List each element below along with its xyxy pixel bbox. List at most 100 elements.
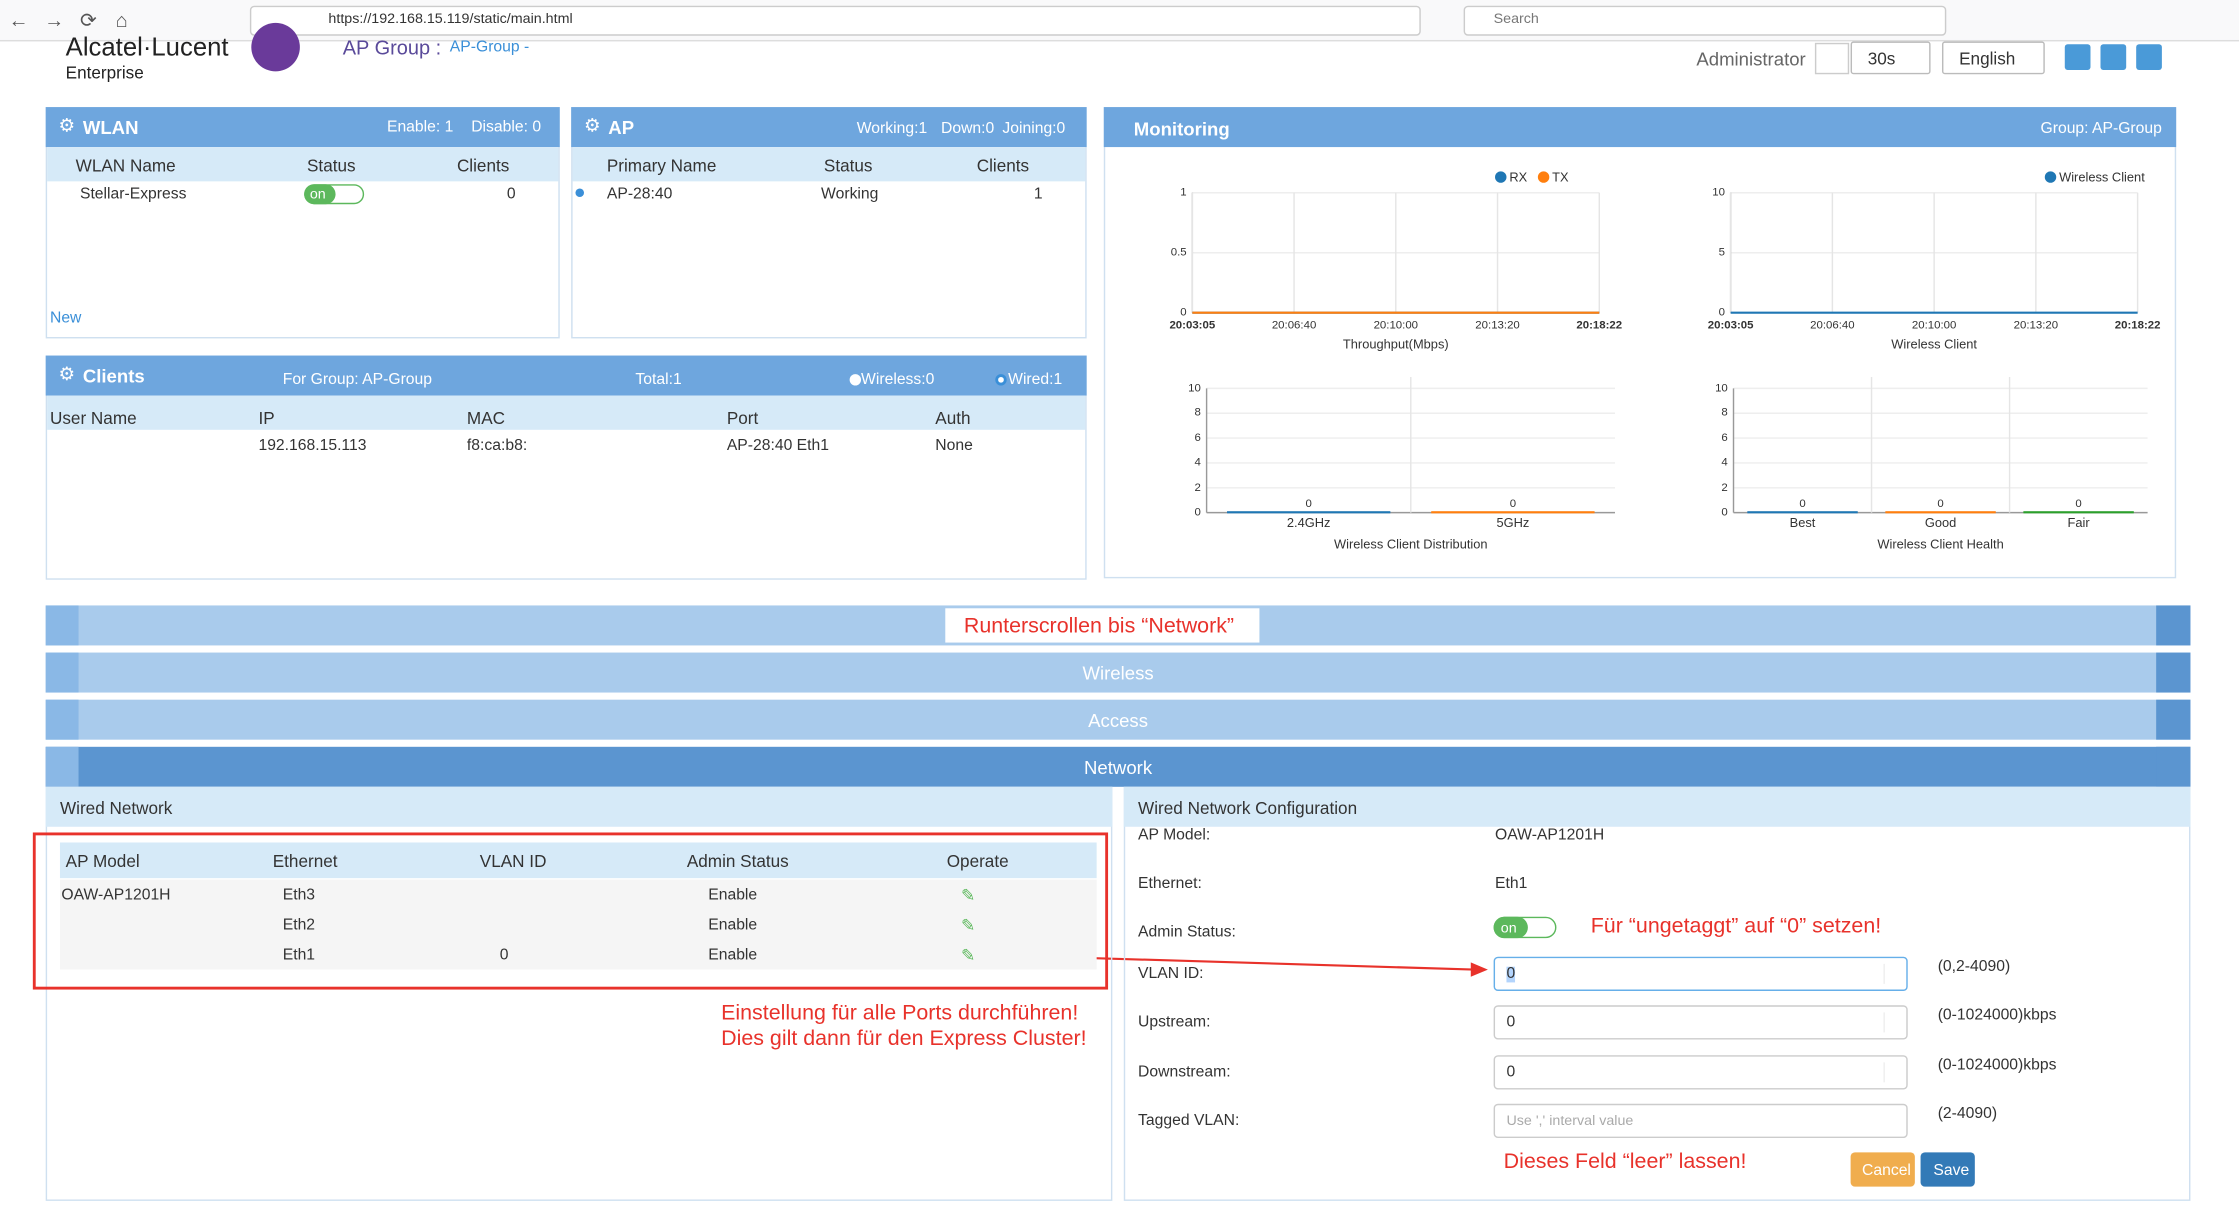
monitoring-header [1103,107,2177,148]
x-tick-label: 20:10:00 [1911,318,1957,332]
cell: f8:ca:b8: [466,436,528,455]
value-label: 0 [2075,496,2082,510]
save-button[interactable] [1920,1152,1975,1187]
header-icon[interactable] [2100,44,2127,70]
x-axis-label: Wireless Client [1891,336,1977,352]
new-link[interactable]: New [49,309,82,327]
legend-swatch [2044,171,2057,183]
cell: 1 [1033,185,1043,203]
edit-button[interactable]: ✎ [960,945,976,966]
section-bar[interactable] [45,699,2191,740]
user: Administrator [1696,48,1806,70]
wlan-panel-header [45,107,560,148]
y-tick-label: 4 [1721,455,1728,469]
column-header: Port [726,408,759,429]
edit-button[interactable]: ✎ [960,885,976,906]
column-header: Status [823,155,873,176]
annotation: Dies gilt dann für den Express Cluster! [721,1026,1087,1051]
cell: 192.168.15.113 [258,436,367,455]
column-header: MAC [466,408,506,429]
field-label: Downstream: [1138,1063,1231,1081]
section-toggle[interactable] [2156,746,2191,787]
section-title[interactable]: Wireless [1082,662,1154,684]
legend-swatch [1537,171,1550,183]
input-field[interactable] [1493,1055,1908,1090]
ap-down: Down:0 [941,119,995,138]
column-header: IP [258,408,275,429]
ap-columns [572,147,1086,182]
section-toggle[interactable] [2156,652,2191,693]
input-value[interactable]: 0 [1506,965,1516,983]
save-label[interactable]: Save [1933,1162,1970,1180]
x-tick-label: 20:13:20 [2013,318,2059,332]
section-bar[interactable] [45,652,2191,693]
language[interactable]: English [1959,48,2016,69]
cell: OAW-AP1201H [61,886,171,904]
y-tick-label: 6 [1194,430,1201,444]
radio [995,374,1007,386]
x-axis-label: Wireless Client Distribution [1334,536,1488,552]
y-tick-label: 0 [1721,505,1728,519]
panel-title: Wired Network Configuration [1138,798,1358,819]
cancel-button[interactable] [1850,1152,1915,1187]
spinner [1883,1012,1897,1033]
cell: 0 [506,185,516,203]
edit-button[interactable]: ✎ [960,915,976,936]
field-range: (0-1024000)kbps [1937,1006,2057,1024]
cell: Eth1 [282,946,316,964]
input-field[interactable] [1493,1103,1908,1139]
section-toggle[interactable] [2156,605,2191,646]
input-placeholder[interactable]: Use ',' interval value [1506,1113,1634,1130]
section-bar[interactable] [45,746,2191,787]
annotation: Einstellung für alle Ports durchführen! [721,1000,1079,1026]
cell: AP-28:40 [606,185,673,203]
header-icon[interactable] [2064,44,2091,70]
spinner [1883,963,1897,984]
cancel-label[interactable]: Cancel [1862,1162,1911,1180]
group-label: AP Group : [342,35,442,59]
ap-joining: Joining:0 [1002,119,1066,138]
column-header: VLAN ID [479,851,547,872]
legend-label: RX [1509,169,1528,185]
input-value[interactable]: 0 [1506,1063,1516,1081]
section-toggle[interactable] [2156,699,2191,740]
column-header: Ethernet [272,851,338,872]
url[interactable]: https://192.168.15.119/static/main.html [328,11,573,28]
brand: Alcatel·Lucent [65,32,229,62]
nav-button[interactable]: ⌂ [115,8,128,32]
monitoring-panel [1103,107,2177,579]
search-box[interactable] [1463,5,1947,36]
input-field[interactable] [1493,1005,1908,1040]
refresh-value[interactable]: 30s [1867,48,1896,69]
group-value[interactable]: AP-Group - [449,38,530,56]
toggle-label: on [309,187,326,203]
y-tick-label: 4 [1194,455,1201,469]
radio [849,374,862,386]
input-field[interactable] [1493,956,1908,991]
wlan-panel-title: WLAN [82,117,139,139]
input-value[interactable]: 0 [1506,1013,1516,1031]
toggle-label: on [1500,921,1517,937]
header-icon[interactable] [2136,44,2162,70]
cell: 0 [499,946,509,964]
nav-button[interactable]: ⟳ [79,8,97,32]
x-tick-label: 20:06:40 [1271,318,1317,332]
language-select[interactable] [1941,41,2045,75]
gear-icon: ⚙ [58,362,76,385]
url-bar[interactable] [249,5,1421,36]
section-title[interactable]: Network [1084,756,1153,779]
refresh-button[interactable] [1814,42,1850,75]
field-label: AP Model: [1138,826,1211,844]
column-header: Operate [946,851,1009,872]
column-header: AP Model [65,851,140,872]
search-placeholder[interactable]: Search [1493,11,1539,28]
toggle-on [1493,916,1528,939]
legend-label: Wireless Client [2059,169,2145,185]
value-label: 0 [1799,496,1806,510]
section-title[interactable]: Access [1088,709,1148,732]
refresh-select[interactable] [1850,41,1931,75]
cell: Eth2 [282,916,316,934]
nav-button[interactable]: → [44,8,65,32]
bar [2023,511,2134,514]
nav-button[interactable]: ← [8,8,29,32]
